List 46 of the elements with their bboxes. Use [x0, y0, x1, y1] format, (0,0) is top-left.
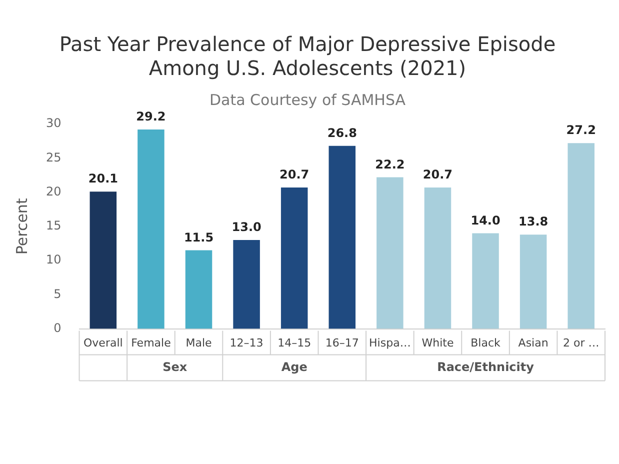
data-label: 22.2	[375, 157, 405, 172]
text: Age	[281, 360, 308, 374]
y-tick-label: 5	[54, 286, 62, 301]
x-tick-label: Male	[186, 336, 212, 350]
x-tick-label: 2 or …	[562, 336, 600, 350]
x-tick-label: Female	[131, 336, 172, 350]
data-label: 29.2	[136, 110, 166, 124]
data-label: 20.7	[422, 168, 453, 182]
y-axis-title: Percent	[12, 198, 31, 255]
data-label: 20.7	[280, 168, 310, 182]
x-tick-label: 16–17	[325, 336, 359, 350]
x-tick-label: Overall	[84, 336, 123, 350]
x-tick-label: 14–15	[278, 336, 312, 350]
data-label: 11.5	[184, 230, 214, 244]
data-label: 14.0	[470, 213, 500, 228]
y-tick-label: 20	[46, 184, 62, 198]
x-tick-label: Asian	[518, 336, 548, 350]
chart-title: Past Year Prevalence of Major Depressive Episode Among U.S. Adolescents (2021)	[59, 32, 556, 80]
bar	[90, 192, 117, 329]
x-tick-label: 12–13	[230, 336, 264, 350]
bar	[185, 250, 212, 329]
data-label: 13.8	[518, 214, 548, 229]
x-tick-label: Black	[470, 336, 502, 350]
bar	[424, 187, 452, 329]
data-label: 20.1	[88, 172, 118, 186]
bar	[233, 240, 260, 329]
bar	[280, 187, 308, 329]
y-tick-label: 15	[46, 218, 62, 233]
bar	[520, 234, 547, 329]
x-tick-label: White	[422, 336, 454, 350]
bar	[472, 233, 499, 329]
text: Sex	[162, 360, 188, 374]
bar	[376, 177, 404, 329]
y-tick-label: 30	[46, 116, 62, 130]
chart-subtitle: Data Courtesy of SAMHSA	[209, 90, 406, 109]
x-tick-label: Hispa…	[369, 336, 411, 350]
bar	[328, 146, 356, 329]
data-label: 27.2	[566, 123, 596, 138]
y-tick-label: 25	[46, 150, 62, 164]
y-tick-label: 10	[46, 252, 62, 267]
data-label: 26.8	[327, 126, 357, 140]
y-tick-label: 0	[54, 320, 62, 335]
bar	[138, 129, 164, 329]
bar	[568, 143, 594, 329]
data-label: 13.0	[232, 220, 262, 234]
text: Race/Ethnicity	[437, 360, 534, 374]
